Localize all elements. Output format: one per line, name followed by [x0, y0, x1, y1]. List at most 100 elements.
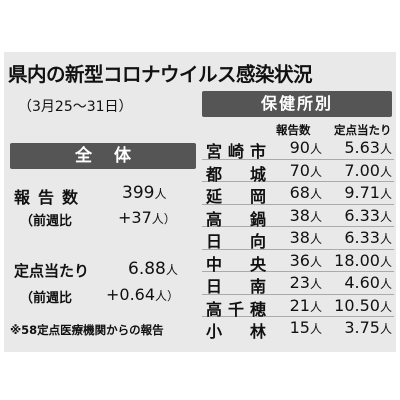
office-per-site: 5.63人 [328, 138, 392, 157]
office-reports: 23人 [272, 273, 322, 292]
office-per-site-value: 3.75 [344, 318, 380, 337]
office-name: 宮崎市 [206, 142, 266, 161]
fixed-wow-unit: 人） [155, 289, 180, 303]
office-per-site: 7.00人 [328, 161, 392, 180]
office-per-site: 9.71人 [328, 183, 392, 202]
office-reports-unit: 人 [309, 322, 322, 336]
office-reports-value: 36 [289, 250, 310, 270]
office-per-site: 10.50人 [328, 296, 392, 315]
office-reports-value: 90 [289, 138, 310, 157]
fixed-point-unit: 人 [165, 263, 178, 277]
office-reports-value: 70 [289, 160, 310, 180]
office-name: 都城 [206, 164, 266, 184]
office-per-site-value: 10.50 [334, 295, 380, 315]
office-per-site-unit: 人 [379, 322, 392, 336]
office-name: 中央 [206, 254, 266, 274]
fixed-wow-value: +0.64 [106, 285, 156, 304]
fixed-label-wrap: 定点当たり [14, 260, 89, 281]
office-reports-unit: 人 [309, 254, 322, 269]
office-reports-value: 21 [289, 295, 310, 315]
office-per-site: 6.33人 [328, 228, 392, 247]
footnote: ※58定点医療機関からの報告 [10, 323, 164, 337]
office-name: 小林 [206, 322, 266, 341]
reports-wow-value-wrap: +37人） [118, 208, 176, 227]
table-row: 小林 15人 3.75人 [202, 317, 394, 341]
table-row: 高千穂 21人 10.50人 [202, 295, 394, 319]
office-reports-unit: 人 [309, 187, 322, 201]
office-reports-value: 23 [289, 273, 310, 292]
office-reports-unit: 人 [309, 232, 322, 246]
office-reports: 38人 [272, 228, 322, 247]
page-title: 県内の新型コロナウイルス感染状況 [8, 63, 313, 86]
office-name: 日向 [206, 232, 266, 251]
overall-heading: 全体 [10, 143, 196, 169]
table-row: 延岡 68人 9.71人 [202, 182, 394, 206]
table-row: 中央 36人 18.00人 [202, 250, 394, 274]
office-per-site-value: 6.33 [344, 228, 380, 247]
office-reports: 90人 [272, 138, 322, 157]
office-reports-value: 38 [289, 205, 310, 225]
reports-unit: 人 [154, 187, 167, 201]
office-per-site-unit: 人 [379, 299, 392, 314]
office-per-site: 4.60人 [328, 273, 392, 292]
table-row: 日南 23人 4.60人 [202, 272, 394, 296]
office-reports-unit: 人 [309, 277, 322, 291]
office-per-site: 18.00人 [328, 251, 392, 270]
fixed-point-label: 定点当たり [14, 262, 90, 280]
office-reports: 38人 [272, 206, 322, 225]
office-per-site-value: 4.60 [344, 273, 380, 292]
column-header-per-site: 定点当たり [334, 123, 392, 137]
fixed-point-value: 6.88 [128, 259, 166, 279]
office-reports-unit: 人 [309, 142, 322, 156]
office-reports-value: 15 [289, 318, 310, 337]
office-reports: 70人 [272, 161, 322, 180]
office-per-site-unit: 人 [379, 254, 392, 269]
office-name: 日南 [206, 277, 266, 296]
fixed-wow-label-wrap: （前週比 [20, 287, 72, 306]
office-per-site-value: 5.63 [344, 138, 380, 157]
office-per-site-unit: 人 [379, 232, 392, 246]
office-per-site-value: 18.00 [334, 250, 380, 270]
reports-value: 399 [122, 183, 155, 203]
office-name: 高鍋 [206, 209, 266, 229]
reports-label: 報告数 [14, 188, 87, 207]
column-header-reports: 報告数 [276, 123, 311, 137]
office-reports: 36人 [272, 251, 322, 270]
office-per-site-unit: 人 [379, 209, 392, 224]
reports-label-wrap: 報告数 [14, 184, 86, 208]
fixed-value-wrap: 6.88人 [128, 259, 178, 279]
office-reports-value: 38 [289, 228, 310, 247]
table-row: 都城 70人 7.00人 [202, 160, 394, 184]
date-range: （3月25～31日） [18, 99, 133, 115]
table-row: 日向 38人 6.33人 [202, 227, 394, 251]
reports-wow-label-wrap: （前週比 [20, 210, 72, 229]
reports-wow-unit: 人） [151, 212, 176, 226]
office-per-site-value: 6.33 [344, 205, 380, 225]
office-per-site-unit: 人 [379, 142, 392, 156]
fixed-wow-value-wrap: +0.64人） [106, 285, 179, 304]
office-reports: 21人 [272, 296, 322, 315]
office-per-site-value: 9.71 [344, 183, 380, 202]
reports-value-wrap: 399人 [122, 183, 166, 203]
table-row: 高鍋 38人 6.33人 [202, 205, 394, 229]
office-per-site-unit: 人 [379, 277, 392, 291]
office-reports-unit: 人 [309, 164, 322, 179]
fixed-wow-label: （前週比 [20, 291, 73, 306]
office-reports-unit: 人 [309, 209, 322, 224]
office-reports-unit: 人 [309, 299, 322, 314]
office-name: 高千穂 [206, 299, 266, 319]
office-name: 延岡 [206, 187, 266, 206]
office-reports: 15人 [272, 318, 322, 337]
offices-table: 宮崎市 90人 5.63人都城 70人 7.00人延岡 68人 9.71人高鍋 38人 6.33… [202, 137, 394, 341]
office-per-site: 3.75人 [328, 318, 392, 337]
table-row: 宮崎市 90人 5.63人 [202, 137, 394, 161]
office-per-site: 6.33人 [328, 206, 392, 225]
office-per-site-value: 7.00 [344, 160, 380, 180]
reports-wow-value: +37 [118, 208, 152, 227]
offices-heading: 保健所別 [202, 91, 392, 117]
office-per-site-unit: 人 [379, 187, 392, 201]
office-reports: 68人 [272, 183, 322, 202]
office-reports-value: 68 [289, 183, 310, 202]
office-per-site-unit: 人 [379, 164, 392, 179]
reports-wow-label: （前週比 [20, 214, 73, 229]
